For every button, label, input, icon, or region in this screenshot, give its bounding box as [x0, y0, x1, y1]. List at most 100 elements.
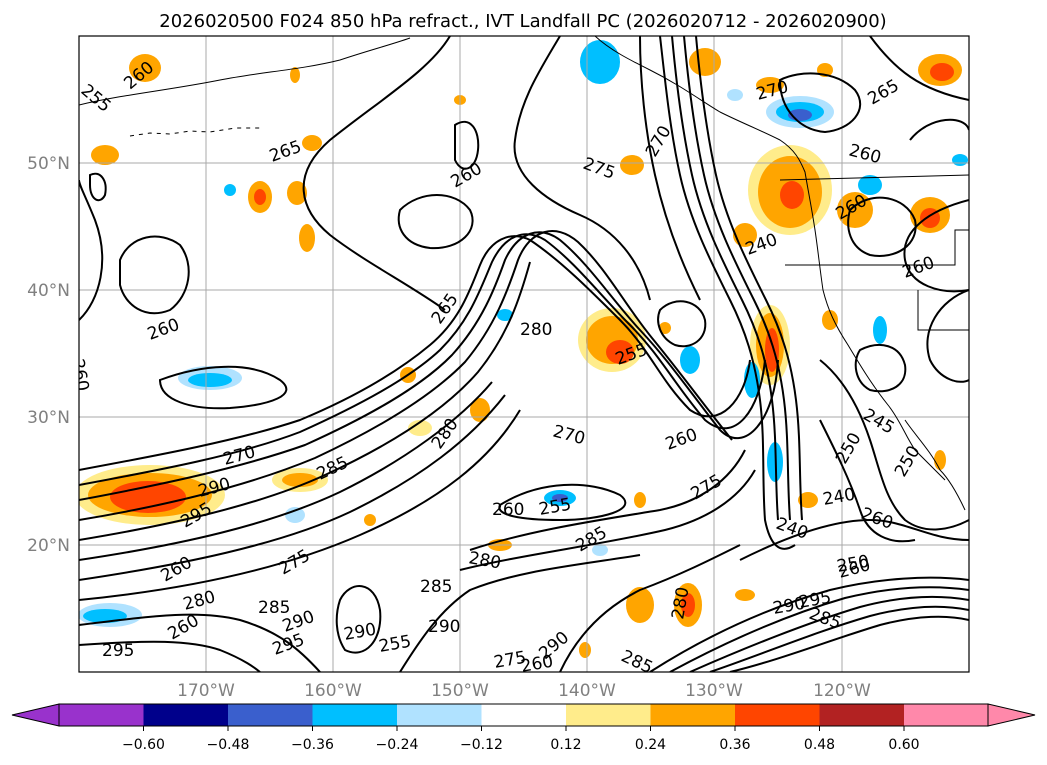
contour-line [649, 576, 969, 672]
colorbar: −0.60 −0.48 −0.36 −0.24 −0.12 0.12 0.24 … [11, 703, 1036, 753]
contour-line [739, 518, 969, 561]
map-frame [78, 35, 970, 673]
contour-line [513, 36, 651, 301]
lon-label-130w: 130°W [685, 681, 743, 701]
colorbar-bin [904, 704, 988, 726]
contours [79, 36, 969, 672]
contour-line [302, 36, 451, 311]
colorbar-tick-label: −0.48 [207, 737, 250, 753]
contour-line [469, 449, 746, 551]
lon-label-120w: 120°W [813, 681, 871, 701]
colorbar-bin [819, 704, 904, 726]
map-panel: 260 255 265 260 275 270 270 265 260 260 … [67, 35, 970, 677]
contour-line [639, 36, 701, 301]
colorbar-tick-label: 0.24 [635, 737, 666, 753]
coastlines [79, 36, 969, 511]
coastline-baja [904, 419, 966, 511]
contour-label: 260 [67, 357, 92, 392]
colorbar-bin [228, 704, 313, 726]
contour-closed [854, 344, 907, 393]
map-background [79, 36, 969, 672]
colorbar-tick-label: 0.12 [550, 737, 581, 753]
colorbar-bin [143, 704, 228, 726]
contour-line [909, 118, 969, 141]
contour-closed [397, 194, 474, 250]
colorbar-bin [312, 704, 397, 726]
contour-line [669, 586, 969, 672]
colorbar-bin [397, 704, 482, 726]
contour-line [79, 231, 779, 501]
coastline-west-north-america [594, 36, 946, 481]
contour-line [79, 261, 531, 541]
border-us-canada [779, 174, 969, 181]
colorbar-tick-label: −0.12 [460, 737, 503, 753]
colorbar-tick-label: 0.36 [719, 737, 750, 753]
coastline-aleutian-islands [129, 127, 260, 137]
contour-line [79, 409, 521, 601]
colorbar-tick-label: −0.24 [376, 737, 419, 753]
contour-line [695, 36, 803, 521]
colorbar-tick-label: −0.36 [291, 737, 334, 753]
contour-line [399, 554, 641, 672]
colorbar-over-arrow [987, 703, 1036, 727]
contour-closed [158, 365, 288, 410]
contour-label: 285 [258, 598, 290, 618]
contour-line [869, 36, 969, 101]
contour-line [659, 36, 796, 550]
colorbar-bin [735, 704, 820, 726]
contour-line [79, 640, 261, 672]
contour-line [79, 179, 104, 321]
contour-line [459, 469, 756, 571]
shade-patch-bc-coast [748, 145, 832, 235]
contour-closed [498, 483, 627, 522]
graticule [79, 36, 969, 672]
shade-patch-scatter-warm [91, 48, 946, 658]
colorbar-tick-label: 0.48 [804, 737, 835, 753]
contour-line [79, 394, 506, 581]
contour-closed [847, 196, 917, 257]
lat-label-20n: 20°N [27, 536, 70, 556]
contour-line [683, 36, 791, 521]
contour-line [671, 36, 779, 521]
contour-closed [454, 120, 480, 170]
contour-line [819, 359, 969, 531]
coastline-aleutian-north [79, 37, 411, 106]
contour-closed-low [119, 235, 190, 315]
contour-closed [657, 300, 707, 348]
colorbar-ticks [143, 726, 905, 731]
lat-label-30n: 30°N [27, 408, 70, 428]
contour-line [79, 381, 493, 561]
lon-label-150w: 150°W [431, 681, 489, 701]
contour-label: 260 [519, 652, 554, 677]
contour-line [729, 615, 969, 672]
contour-label: 295 [102, 641, 134, 661]
contour-line [709, 605, 969, 672]
contour-line [689, 595, 969, 672]
shade-patch-scatter-cool [79, 40, 968, 627]
colorbar-bin [566, 704, 651, 726]
contour-label: 260 [492, 500, 524, 520]
contour-line [903, 199, 969, 293]
contour-line [819, 419, 916, 543]
shade-patch-subtropical-west [79, 465, 225, 525]
lat-label-40n: 40°N [27, 281, 70, 301]
contour-line [79, 233, 766, 486]
colorbar-under-arrow [11, 703, 60, 727]
border-states [785, 229, 969, 266]
contour-line [79, 230, 733, 521]
colorbar-tick-label: 0.60 [888, 737, 919, 753]
contour-closed [335, 585, 382, 654]
lat-label-50n: 50°N [27, 154, 70, 174]
colorbar-tick-label: −0.60 [122, 737, 165, 753]
longitude-labels: 170°W 160°W 150°W 140°W 130°W 120°W [177, 681, 871, 701]
lon-label-160w: 160°W [304, 681, 362, 701]
contour-label: 280 [520, 320, 552, 340]
contour-line [926, 289, 969, 383]
map-title: 2026020500 F024 850 hPa refract., IVT La… [159, 11, 886, 32]
colorbar-bin [59, 704, 144, 726]
contour-closed [778, 72, 862, 134]
colorbar-bin [650, 704, 735, 726]
latitude-labels: 50°N 40°N 30°N 20°N [27, 154, 70, 556]
contour-label: 290 [428, 617, 460, 637]
